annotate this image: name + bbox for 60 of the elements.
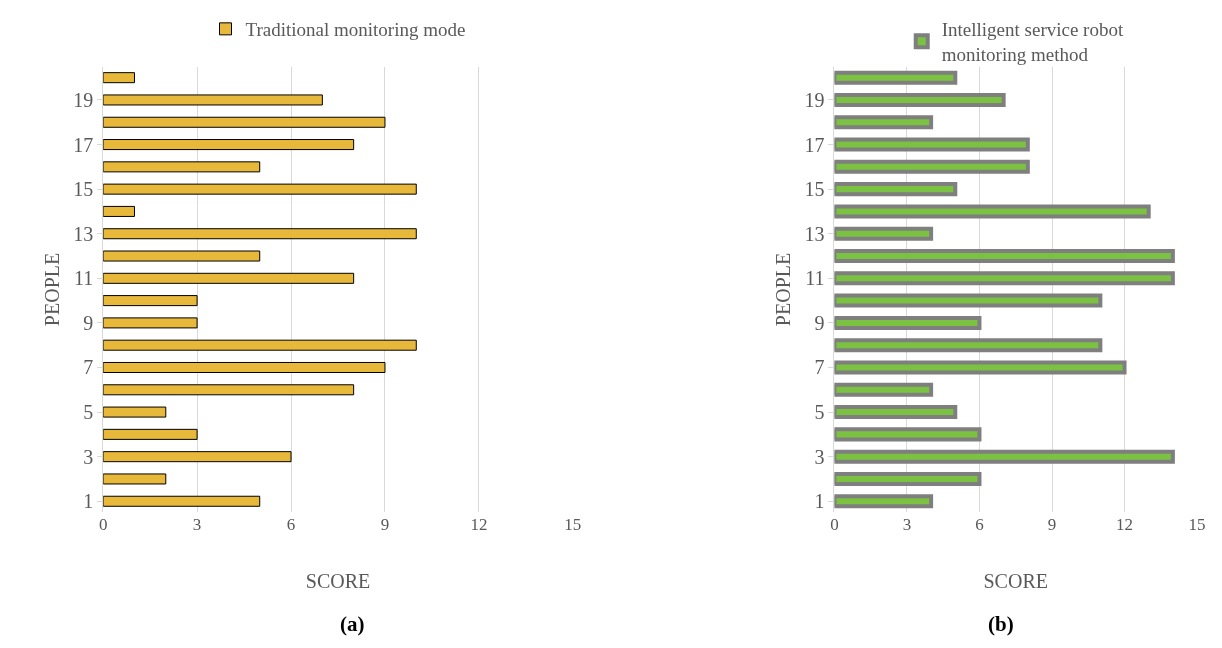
- y-tick-label: 5: [83, 401, 94, 424]
- bar: [103, 72, 135, 84]
- y-tick-label: 7: [814, 356, 825, 379]
- x-axis-title: SCORE: [305, 569, 371, 592]
- y-tick-label: 9: [814, 311, 825, 334]
- y-tick-label: 15: [73, 178, 94, 201]
- x-axis-title: SCORE: [983, 569, 1048, 592]
- x-tick-label: 6: [975, 515, 984, 535]
- x-tick-label: 0: [98, 515, 108, 535]
- y-axis-title: PEOPLE: [40, 252, 63, 327]
- x-tick-label: 6: [286, 515, 296, 535]
- y-tick-label: 5: [814, 401, 825, 424]
- y-tick-label: 3: [83, 445, 94, 468]
- y-tick-label: 3: [814, 445, 825, 468]
- bar: [103, 339, 417, 351]
- x-tick-label: 3: [192, 515, 202, 535]
- text: (a): [340, 612, 365, 636]
- y-tick-label: 13: [73, 222, 94, 245]
- y-tick-label: 17: [804, 133, 825, 156]
- x-tick-label: 9: [380, 515, 390, 535]
- bar: [103, 116, 386, 128]
- x-tick-label: 9: [1047, 515, 1057, 535]
- bar: [103, 139, 355, 151]
- bar: [103, 428, 198, 440]
- x-tick-label: 0: [830, 515, 839, 535]
- y-tick-label: 17: [73, 133, 94, 156]
- y-tick-label: 9: [83, 311, 94, 334]
- bar: [103, 161, 261, 173]
- x-tick-label: 15: [1188, 515, 1206, 535]
- y-tick-label: 15: [804, 178, 825, 201]
- y-tick-label: 1: [814, 490, 825, 513]
- bar: [103, 295, 198, 307]
- bar: [103, 495, 261, 507]
- y-tick-label: 19: [804, 88, 825, 111]
- bar: [103, 384, 355, 396]
- bar: [103, 250, 261, 262]
- bar: [103, 183, 417, 195]
- y-tick-label: 11: [73, 267, 94, 290]
- text: (b): [988, 612, 1014, 636]
- bar: [103, 451, 292, 463]
- x-tick-label: 3: [902, 515, 912, 535]
- x-tick-label: 12: [470, 515, 488, 535]
- x-tick-label: 12: [1116, 515, 1134, 535]
- y-tick-label: 19: [73, 88, 94, 111]
- legend-label: Intelligent service robot monitoring method: [941, 19, 1124, 65]
- y-tick-label: 7: [83, 356, 94, 379]
- legend-label: Traditional monitoring mode: [245, 19, 466, 41]
- bar: [103, 406, 167, 418]
- bar: [103, 228, 417, 240]
- bar: [103, 94, 323, 106]
- y-tick-label: 1: [83, 490, 94, 513]
- bar: [103, 473, 167, 485]
- y-tick-label: 11: [805, 267, 825, 290]
- bar: [103, 205, 135, 217]
- bar: [103, 317, 198, 329]
- y-axis-title: PEOPLE: [771, 252, 794, 327]
- x-tick-label: 15: [564, 515, 582, 535]
- y-tick-label: 13: [804, 222, 825, 245]
- bar: [103, 361, 386, 374]
- bar: [103, 272, 355, 284]
